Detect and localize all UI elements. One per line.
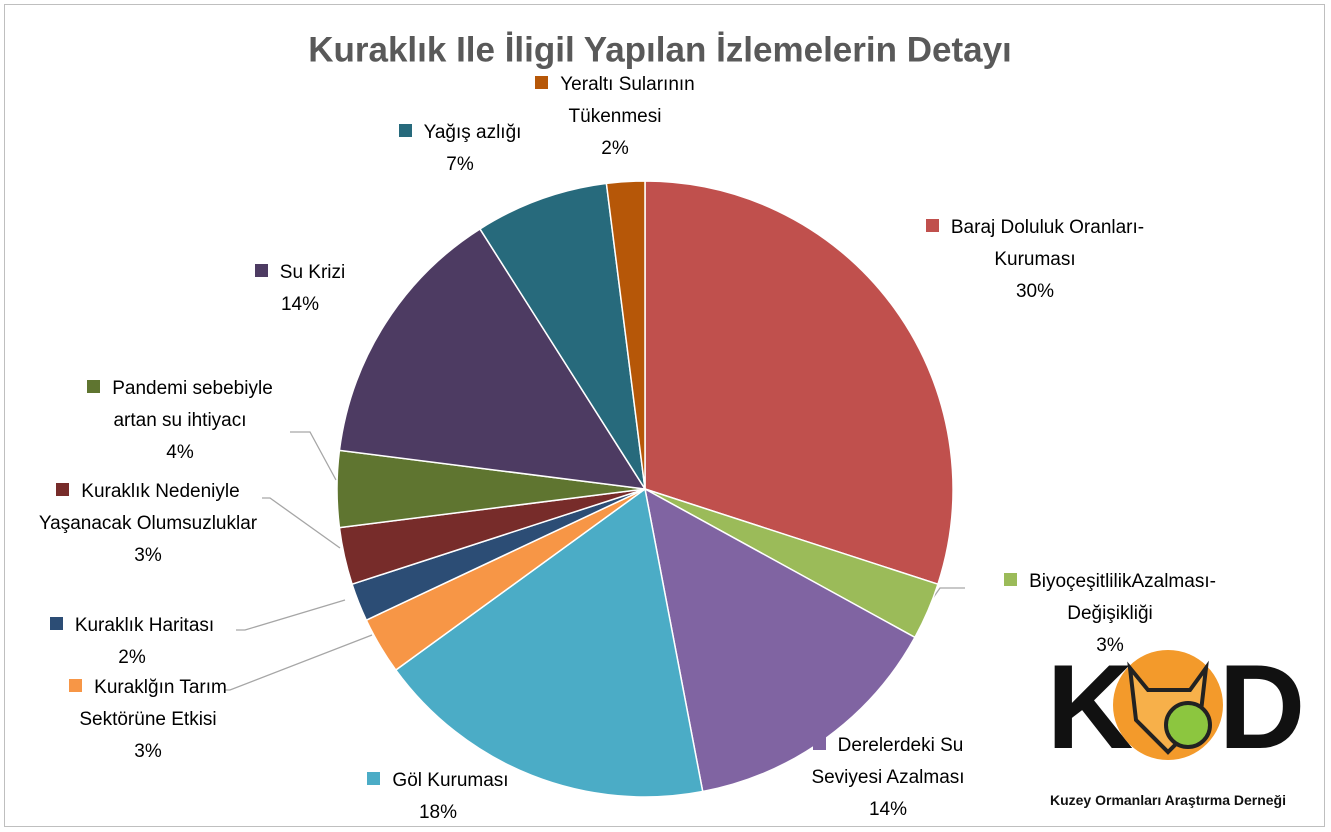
logo-subtitle: Kuzey Ormanları Araştırma Derneği <box>1050 792 1286 808</box>
legend-marker <box>812 737 826 750</box>
data-label: Kuraklık Haritası 2% <box>12 610 252 674</box>
pie-slice <box>338 227 647 490</box>
legend-marker <box>56 483 70 496</box>
category-label: Yağış azlığı <box>423 122 522 143</box>
legend-marker <box>87 380 101 393</box>
category-label: BiyoçeşitlilikAzalması-Değişikliği <box>1029 571 1216 624</box>
category-label: Yeraltı Sularının Tükenmesi <box>560 74 695 127</box>
pie-slice <box>644 180 954 586</box>
legend-marker <box>1004 573 1018 586</box>
label-name: Kuraklğın Tarım Sektörüne Etkisi <box>48 672 248 736</box>
value-label: 14% <box>868 799 908 820</box>
legend-marker <box>925 219 939 232</box>
legend-marker <box>367 772 381 785</box>
data-label: Su Krizi 14% <box>225 257 375 321</box>
label-name: Su Krizi <box>225 257 375 289</box>
pie-slice <box>643 487 916 793</box>
label-name: BiyoçeşitlilikAzalması-Değişikliği <box>970 566 1250 630</box>
category-label: Göl Kuruması <box>392 770 509 791</box>
label-name: Kuraklık Nedeniyle Yaşanacak Olumsuzlukl… <box>28 476 268 540</box>
value-label: 14% <box>280 294 320 315</box>
value-label: 3% <box>134 741 162 762</box>
label-name: Derelerdeki Su Seviyesi Azalması <box>788 730 988 794</box>
label-name: Yeraltı Sularının Tükenmesi <box>515 69 715 133</box>
data-label: Kuraklık Nedeniyle Yaşanacak Olumsuzlukl… <box>28 476 268 572</box>
value-label: 3% <box>134 545 162 566</box>
label-name: Kuraklık Haritası <box>12 610 252 642</box>
value-label: 3% <box>1096 635 1124 656</box>
logo-letter: D <box>1219 640 1306 774</box>
category-label: Baraj Doluluk Oranları-Kuruması <box>950 217 1145 270</box>
legend-marker <box>535 76 549 89</box>
logo: K D Kuzey Ormanları Araştırma Derneği <box>1047 640 1306 808</box>
data-label: Göl Kuruması 18% <box>338 765 538 829</box>
pie-slice <box>478 182 646 490</box>
label-name: Baraj Doluluk Oranları-Kuruması <box>915 212 1155 276</box>
legend-marker <box>398 124 412 137</box>
data-label: Derelerdeki Su Seviyesi Azalması 14% <box>788 730 988 826</box>
value-label: 4% <box>166 442 194 463</box>
label-name: Göl Kuruması <box>338 765 538 797</box>
data-label: Baraj Doluluk Oranları-Kuruması 30% <box>915 212 1155 308</box>
value-label: 7% <box>446 154 474 175</box>
category-label: Kuraklık Nedeniyle Yaşanacak Olumsuzlukl… <box>38 481 258 534</box>
category-label: Derelerdeki Su Seviyesi Azalması <box>811 735 965 788</box>
category-label: Kuraklık Haritası <box>74 615 215 636</box>
category-label: Su Krizi <box>279 262 346 283</box>
data-label: BiyoçeşitlilikAzalması-Değişikliği 3% <box>970 566 1250 662</box>
chart-title: Kuraklık Ile İligil Yapılan İzlemelerin … <box>308 30 1012 69</box>
pie <box>336 180 954 798</box>
value-label: 2% <box>601 138 629 159</box>
data-label: Kuraklğın Tarım Sektörüne Etkisi 3% <box>48 672 248 768</box>
data-label: Yağış azlığı 7% <box>370 117 550 181</box>
data-label: Pandemi sebebiyle artan su ihtiyacı 4% <box>65 373 295 469</box>
value-label: 30% <box>1015 281 1055 302</box>
category-label: Kuraklğın Tarım Sektörüne Etkisi <box>79 677 227 730</box>
pie-slice <box>394 487 704 798</box>
label-name: Pandemi sebebiyle artan su ihtiyacı <box>65 373 295 437</box>
category-label: Pandemi sebebiyle artan su ihtiyacı <box>112 378 273 431</box>
label-name: Yağış azlığı <box>370 117 550 149</box>
data-label: Yeraltı Sularının Tükenmesi 2% <box>515 69 715 165</box>
leader-lines <box>224 431 965 691</box>
legend-marker <box>69 679 83 692</box>
legend-marker <box>254 264 268 277</box>
legend-marker <box>49 617 63 630</box>
value-label: 2% <box>118 647 146 668</box>
value-label: 18% <box>418 802 458 823</box>
pie-slice <box>605 180 646 490</box>
